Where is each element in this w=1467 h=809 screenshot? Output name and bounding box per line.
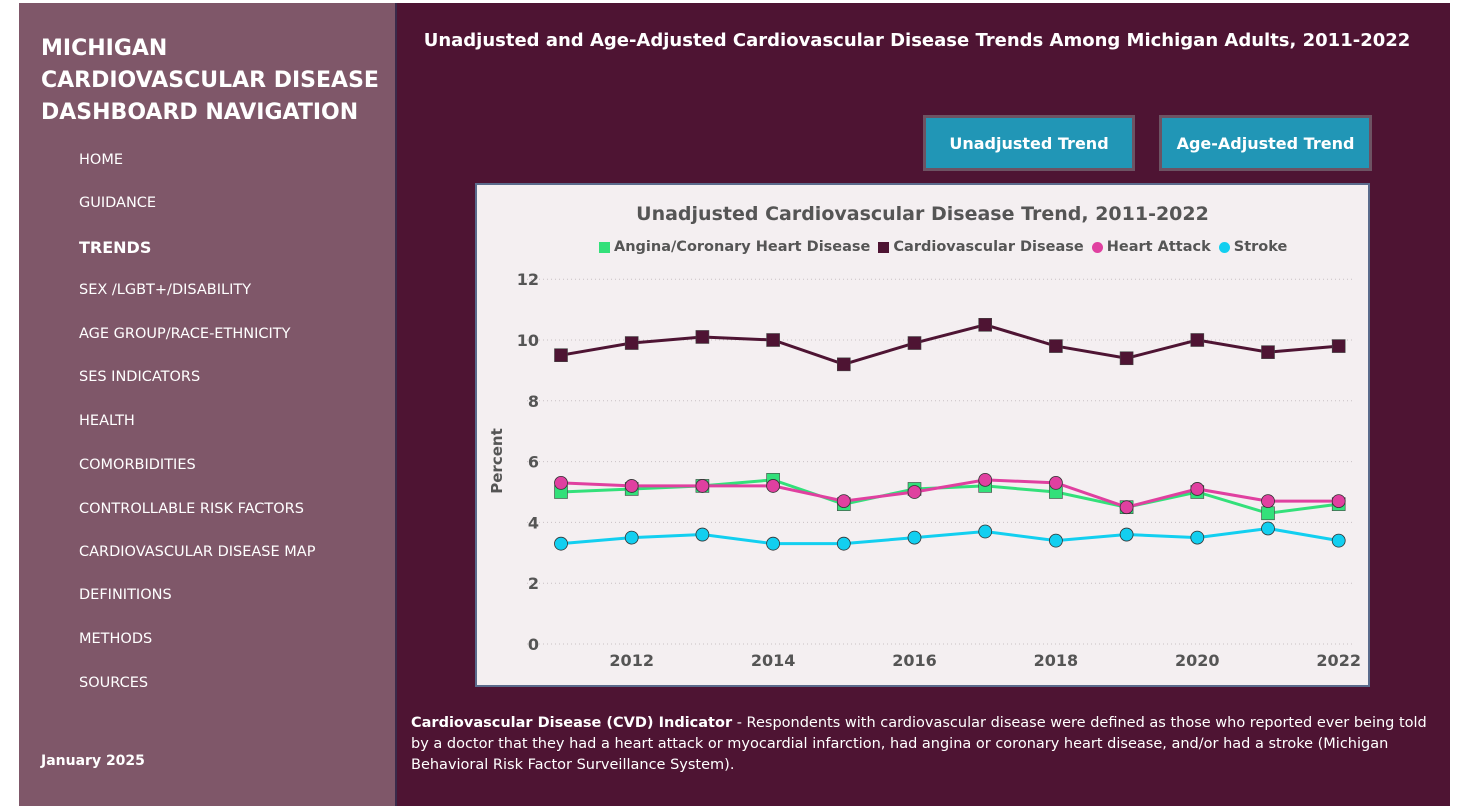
data-point: [624, 336, 639, 350]
data-point: [695, 479, 710, 493]
x-tick-label: 2014: [751, 651, 796, 670]
legend-label: Heart Attack: [1106, 239, 1211, 255]
data-point: [1049, 533, 1063, 548]
data-point: [554, 348, 568, 362]
data-point: [1331, 533, 1346, 548]
y-tick-label: 10: [517, 331, 539, 350]
sidebar-item-controllable-risk-factors[interactable]: CONTROLLABLE RISK FACTORS: [79, 501, 304, 517]
legend-marker-icon: [1218, 241, 1230, 253]
chart-legend: Angina/Coronary Heart Disease Cardiovascu…: [599, 239, 1287, 255]
sidebar-item-health[interactable]: HEALTH: [79, 413, 135, 429]
main-panel: Unadjusted and Age-Adjusted Cardiovascul…: [397, 3, 1450, 806]
data-point: [554, 536, 568, 551]
legend-label: Stroke: [1233, 239, 1288, 255]
data-point: [1261, 345, 1275, 359]
y-tick-label: 0: [528, 635, 539, 654]
sidebar-item-home[interactable]: HOME: [79, 152, 123, 168]
legend-item[interactable]: Cardiovascular Disease: [878, 239, 1084, 255]
data-point: [1190, 530, 1205, 545]
data-point: [1119, 527, 1134, 542]
sidebar-item-sources[interactable]: SOURCES: [79, 675, 149, 691]
x-tick-label: 2016: [892, 651, 937, 670]
data-point: [907, 485, 922, 499]
y-tick-label: 12: [517, 270, 539, 289]
data-point: [1119, 351, 1134, 366]
legend-item[interactable]: Heart Attack: [1091, 239, 1211, 255]
y-tick-label: 4: [528, 513, 539, 532]
data-point: [695, 527, 710, 542]
sidebar-title: MICHIGAN CARDIOVASCULAR DISEASE DASHBOAR…: [41, 36, 379, 125]
sidebar-item-sex-lgbt-disability[interactable]: SEX /LGBT+/DISABILITY: [79, 282, 252, 298]
x-tick-label: 2012: [609, 651, 654, 670]
indicator-description: Cardiovascular Disease (CVD) Indicator -…: [411, 713, 1436, 776]
data-point: [978, 318, 993, 332]
date-label: January 2025: [41, 753, 145, 769]
x-tick-label: 2018: [1034, 651, 1079, 670]
legend-item[interactable]: Stroke: [1218, 239, 1288, 255]
data-point: [1190, 482, 1205, 496]
data-point: [836, 494, 851, 509]
y-tick-label: 6: [528, 453, 539, 472]
y-axis-label: Percent: [488, 428, 506, 493]
sidebar-item-guidance[interactable]: GUIDANCE: [79, 195, 157, 211]
data-point: [1119, 500, 1134, 515]
legend-marker-icon: [1091, 241, 1103, 253]
data-point: [624, 479, 639, 493]
chart-title: Unadjusted Cardiovascular Disease Trend,…: [636, 203, 1209, 225]
legend-marker-icon: [599, 241, 610, 253]
description-text: - Respondents with cardiovascular diseas…: [411, 715, 1427, 773]
data-point: [907, 530, 922, 545]
series-line: [560, 323, 1339, 366]
data-point: [1261, 521, 1275, 536]
data-point: [1190, 333, 1205, 347]
page-title: Unadjusted and Age-Adjusted Cardiovascul…: [423, 30, 1411, 51]
sidebar-item-trends[interactable]: TRENDS: [79, 238, 152, 257]
y-tick-label: 2: [528, 574, 539, 593]
data-point: [766, 536, 781, 551]
trend-chart: Unadjusted Cardiovascular Disease Trend,…: [475, 183, 1370, 687]
sidebar-item-age-group-race-ethnicity[interactable]: AGE GROUP/RACE-ETHNICITY: [79, 326, 291, 342]
sidebar-item-definitions[interactable]: DEFINITIONS: [79, 587, 172, 603]
x-tick-label: 2022: [1316, 651, 1361, 670]
series-line: [560, 526, 1339, 546]
data-point: [1331, 494, 1346, 509]
sidebar-item-ses-indicators[interactable]: SES INDICATORS: [79, 369, 201, 385]
description-heading: Cardiovascular Disease (CVD) Indicator: [411, 715, 733, 731]
data-point: [1049, 339, 1063, 353]
series-line: [560, 478, 1339, 509]
data-point: [695, 330, 710, 344]
data-point: [766, 333, 780, 347]
sidebar-item-methods[interactable]: METHODS: [79, 631, 153, 647]
unadjusted-trend-button[interactable]: Unadjusted Trend: [923, 115, 1135, 171]
data-point: [1049, 475, 1063, 490]
legend-item[interactable]: Angina/Coronary Heart Disease: [599, 239, 870, 255]
data-point: [554, 475, 568, 490]
data-point: [1261, 506, 1275, 521]
legend-marker-icon: [878, 241, 890, 253]
legend-label: Angina/Coronary Heart Disease: [614, 239, 871, 255]
sidebar: MICHIGAN CARDIOVASCULAR DISEASE DASHBOAR…: [19, 3, 397, 806]
data-point: [624, 530, 639, 545]
legend-label: Cardiovascular Disease: [893, 239, 1084, 255]
data-point: [978, 472, 993, 487]
age-adjusted-trend-button[interactable]: Age-Adjusted Trend: [1159, 115, 1372, 171]
y-tick-label: 8: [528, 392, 539, 411]
chart-plot: 0 2 4 6 8 10 12 2012 2014 2016 2018 2020 2022 Percent: [488, 270, 1361, 670]
data-point: [1331, 339, 1346, 353]
sidebar-item-cardiovascular-disease-map[interactable]: CARDIOVASCULAR DISEASE MAP: [79, 544, 316, 560]
data-point: [836, 357, 851, 372]
data-point: [907, 336, 922, 350]
data-point: [1261, 494, 1275, 509]
x-tick-label: 2020: [1175, 651, 1220, 670]
data-point: [766, 479, 781, 493]
sidebar-item-comorbidities[interactable]: COMORBIDITIES: [79, 457, 196, 473]
data-point: [978, 524, 993, 539]
data-point: [836, 536, 851, 551]
